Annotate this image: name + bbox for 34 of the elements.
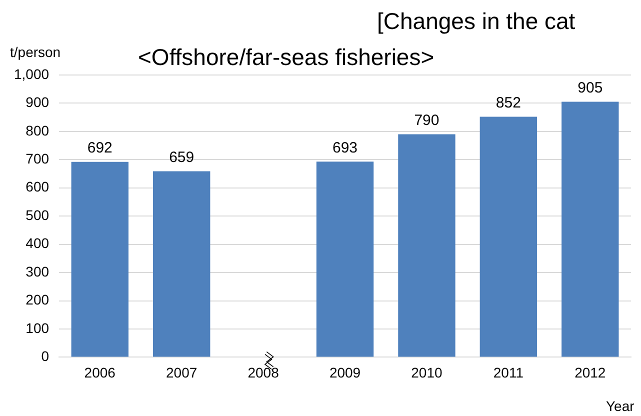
y-tick-label: 700 xyxy=(26,150,50,167)
y-tick-label: 100 xyxy=(26,320,50,336)
bar xyxy=(480,116,538,357)
x-tick-label: 2006 xyxy=(84,364,116,380)
y-tick-label: 300 xyxy=(26,263,50,280)
y-tick-label: 400 xyxy=(26,235,50,252)
x-axis-title: Year xyxy=(606,398,634,414)
y-tick-label: 800 xyxy=(26,122,50,138)
y-tick-label: 600 xyxy=(26,178,50,195)
x-tick-label: 2010 xyxy=(411,364,443,380)
y-tick-label: 200 xyxy=(26,292,50,308)
x-tick-label: 2012 xyxy=(574,364,606,380)
bar xyxy=(398,134,456,357)
bar xyxy=(316,162,374,357)
x-tick-label: 2009 xyxy=(329,364,361,380)
y-tick-label: 0 xyxy=(41,348,50,364)
data-label: 659 xyxy=(169,148,194,166)
chart-title: [Changes in the cat xyxy=(377,8,576,35)
y-tick-label: 1,000 xyxy=(14,66,50,82)
data-label: 905 xyxy=(578,79,603,96)
bar xyxy=(153,171,210,357)
chart-subtitle: <Offshore/far-seas fisheries> xyxy=(138,44,434,71)
y-tick-label: 900 xyxy=(26,94,50,110)
bar xyxy=(562,102,619,357)
y-axis-title: t/person xyxy=(10,44,61,60)
data-label: 790 xyxy=(414,112,440,129)
bar xyxy=(71,162,128,357)
x-tick-label: 2008 xyxy=(248,364,280,380)
y-tick-label: 500 xyxy=(26,206,50,223)
data-label: 852 xyxy=(496,94,521,112)
data-label: 692 xyxy=(87,140,112,157)
x-tick-label: 2011 xyxy=(493,364,524,380)
x-tick-label: 2007 xyxy=(166,364,198,380)
data-label: 693 xyxy=(332,139,358,156)
